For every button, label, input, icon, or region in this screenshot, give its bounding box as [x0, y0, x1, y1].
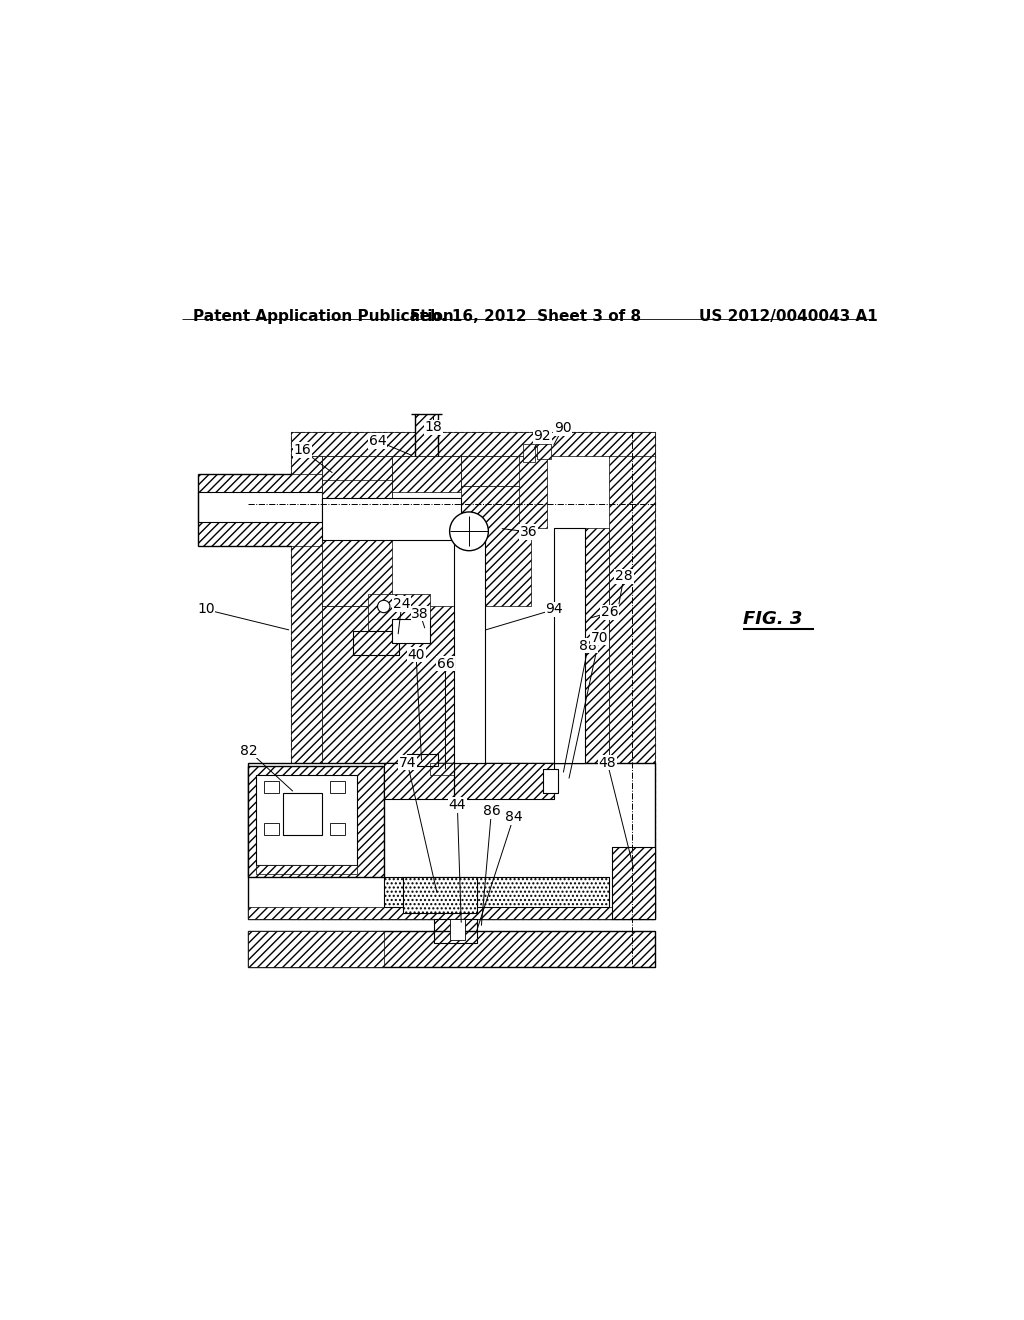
Text: 90: 90: [554, 421, 571, 434]
Bar: [434, 919, 477, 944]
Text: 10: 10: [197, 602, 215, 616]
Text: 66: 66: [436, 656, 455, 671]
Bar: [263, 781, 280, 793]
Bar: [391, 619, 430, 643]
Text: 26: 26: [601, 606, 618, 619]
Bar: [403, 876, 477, 913]
Bar: [407, 754, 438, 766]
Bar: [454, 528, 463, 763]
Text: US 2012/0040043 A1: US 2012/0040043 A1: [699, 309, 879, 323]
Bar: [384, 763, 454, 799]
Bar: [198, 492, 322, 523]
Bar: [248, 931, 655, 968]
Bar: [403, 876, 477, 913]
Bar: [330, 781, 345, 793]
Text: 48: 48: [598, 756, 616, 770]
Bar: [322, 480, 391, 498]
Bar: [608, 432, 655, 847]
Text: 16: 16: [294, 444, 311, 457]
Bar: [543, 768, 558, 793]
Bar: [434, 919, 477, 944]
Bar: [407, 754, 438, 766]
Text: 92: 92: [534, 429, 551, 444]
Bar: [519, 457, 547, 528]
Text: 88: 88: [580, 639, 597, 652]
Bar: [291, 457, 322, 763]
Bar: [248, 766, 384, 876]
Circle shape: [450, 512, 488, 550]
Bar: [248, 763, 655, 919]
Text: 24: 24: [393, 597, 411, 611]
Text: 86: 86: [482, 804, 501, 818]
Bar: [450, 919, 465, 940]
Bar: [384, 876, 608, 907]
Text: 36: 36: [520, 525, 538, 539]
Bar: [415, 414, 438, 457]
Bar: [523, 444, 535, 462]
Text: 28: 28: [615, 569, 633, 583]
Text: 82: 82: [240, 743, 257, 758]
Text: 38: 38: [412, 607, 429, 620]
Bar: [454, 763, 554, 799]
Bar: [248, 766, 384, 876]
Bar: [554, 528, 586, 763]
Bar: [291, 432, 655, 457]
Bar: [554, 528, 566, 763]
Bar: [256, 775, 356, 865]
Bar: [322, 606, 454, 763]
Text: 74: 74: [398, 756, 416, 770]
Bar: [573, 528, 586, 763]
Bar: [454, 528, 484, 763]
Text: 40: 40: [408, 648, 425, 661]
Bar: [322, 457, 391, 606]
Bar: [198, 523, 322, 546]
Bar: [612, 847, 655, 919]
Text: Patent Application Publication: Patent Application Publication: [194, 309, 454, 323]
Text: 94: 94: [546, 602, 563, 616]
Bar: [461, 457, 531, 486]
Bar: [322, 498, 461, 540]
Bar: [538, 444, 551, 459]
Bar: [384, 763, 454, 799]
Bar: [291, 432, 655, 919]
Bar: [330, 822, 345, 836]
Text: FIG. 3: FIG. 3: [743, 610, 803, 627]
Bar: [384, 876, 608, 907]
Text: 44: 44: [449, 797, 466, 812]
Bar: [461, 486, 531, 606]
Bar: [198, 474, 322, 492]
Bar: [391, 457, 461, 492]
Bar: [352, 631, 399, 655]
Bar: [475, 528, 484, 763]
Bar: [248, 907, 655, 919]
Bar: [369, 594, 430, 643]
Text: 84: 84: [505, 810, 522, 824]
Bar: [586, 528, 608, 763]
Bar: [352, 631, 399, 655]
Bar: [430, 763, 454, 775]
Bar: [248, 931, 384, 968]
Text: 18: 18: [425, 420, 442, 434]
Bar: [454, 763, 554, 799]
Bar: [543, 768, 550, 793]
Bar: [283, 793, 322, 836]
Bar: [256, 865, 356, 874]
Bar: [263, 822, 280, 836]
Circle shape: [378, 601, 390, 612]
Text: 64: 64: [370, 434, 387, 449]
Bar: [248, 931, 655, 968]
Text: Feb. 16, 2012  Sheet 3 of 8: Feb. 16, 2012 Sheet 3 of 8: [410, 309, 641, 323]
Text: 70: 70: [591, 631, 608, 644]
Bar: [612, 847, 655, 919]
